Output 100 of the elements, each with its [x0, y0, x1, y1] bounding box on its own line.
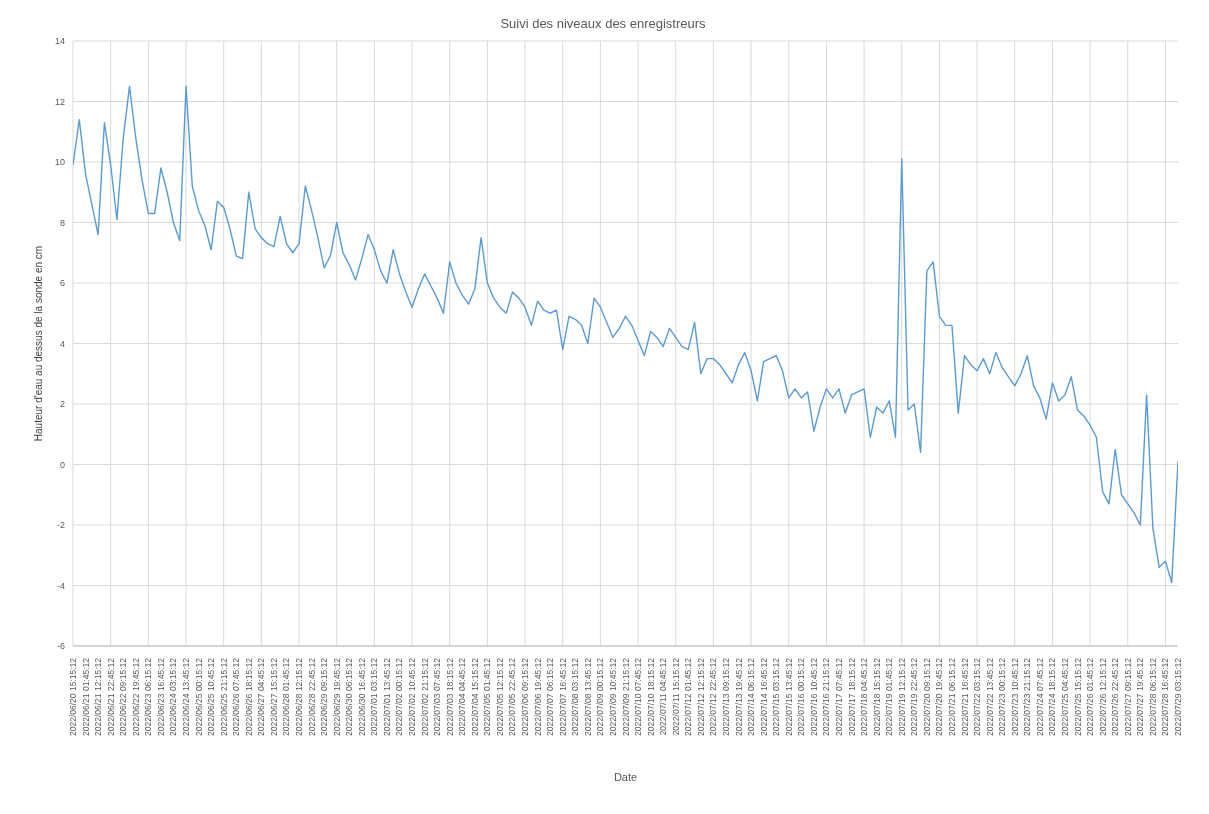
x-tick-label: 2022/07/24 18:15:12 — [1047, 657, 1058, 736]
x-tick-label: 2022/07/05 01:45:12 — [482, 657, 493, 736]
x-tick-label: 2022/07/14 06:15:12 — [746, 657, 757, 736]
x-tick-label: 2022/07/02 00:15:12 — [394, 657, 405, 736]
x-tick-label: 2022/07/26 01:45:12 — [1085, 657, 1096, 736]
x-tick-label: 2022/06/21 01:45:12 — [80, 657, 91, 736]
x-tick-label: 2022/06/24 13:45:12 — [181, 657, 192, 736]
x-tick-label: 2022/07/06 19:45:12 — [532, 657, 543, 736]
y-tick-label: 2 — [59, 399, 65, 410]
x-tick-label: 2022/07/22 13:45:12 — [984, 657, 995, 736]
x-tick-label: 2022/07/27 19:45:12 — [1135, 657, 1146, 736]
x-tick-label: 2022/06/26 07:45:12 — [231, 657, 242, 736]
y-tick-label: -2 — [56, 520, 65, 531]
x-tick-label: 2022/06/25 10:45:12 — [206, 657, 217, 736]
y-tick-label: 14 — [54, 36, 65, 47]
x-tick-label: 2022/07/23 10:45:12 — [1009, 657, 1020, 736]
x-tick-label: 2022/06/27 15:15:12 — [268, 657, 279, 736]
x-tick-label: 2022/06/26 18:15:12 — [243, 657, 254, 736]
x-tick-label: 2022/06/30 06:15:12 — [344, 657, 355, 736]
x-tick-label: 2022/07/19 22:45:12 — [909, 657, 920, 736]
x-tick-label: 2022/07/09 00:15:12 — [595, 657, 606, 736]
x-tick-label: 2022/07/20 19:45:12 — [934, 657, 945, 736]
y-tick-label: -6 — [56, 641, 65, 652]
x-tick-label: 2022/06/28 01:45:12 — [281, 657, 292, 736]
x-tick-label: 2022/06/28 12:15:12 — [294, 657, 305, 736]
x-tick-label: 2022/07/07 06:15:12 — [545, 657, 556, 736]
x-tick-label: 2022/07/01 13:45:12 — [381, 657, 392, 736]
x-tick-label: 2022/07/16 10:45:12 — [808, 657, 819, 736]
x-tick-label: 2022/07/25 15:15:12 — [1072, 657, 1083, 736]
x-tick-label: 2022/06/23 16:45:12 — [155, 657, 166, 736]
y-tick-label: -4 — [56, 580, 65, 591]
x-tick-label: 2022/07/22 03:15:12 — [972, 657, 983, 736]
x-tick-label: 2022/07/15 03:15:12 — [771, 657, 782, 736]
x-tick-label: 2022/07/12 01:45:12 — [683, 657, 694, 736]
x-tick-label: 2022/07/04 15:15:12 — [469, 657, 480, 736]
x-tick-label: 2022/07/21 16:45:12 — [959, 657, 970, 736]
x-tick-label: 2022/07/09 21:15:12 — [620, 657, 631, 736]
x-tick-label: 2022/07/19 01:45:12 — [884, 657, 895, 736]
x-tick-label: 2022/07/13 19:45:12 — [733, 657, 744, 736]
x-tick-label: 2022/07/05 22:45:12 — [507, 657, 518, 736]
x-tick-label: 2022/07/16 00:15:12 — [796, 657, 807, 736]
x-tick-label: 2022/07/18 15:15:12 — [871, 657, 882, 736]
x-tick-label: 2022/07/26 22:45:12 — [1110, 657, 1121, 736]
x-tick-label: 2022/06/28 22:45:12 — [306, 657, 317, 736]
y-axis-title: Hauteur d'eau au dessus de la sonde en cm — [32, 245, 44, 442]
x-tick-label: 2022/06/22 19:45:12 — [130, 657, 141, 736]
line-series — [73, 85, 1178, 584]
y-tick-label: 8 — [59, 217, 65, 228]
x-tick-label: 2022/06/21 12:15:12 — [93, 657, 104, 736]
x-tick-label: 2022/06/29 09:15:12 — [319, 657, 330, 736]
x-tick-label: 2022/07/26 12:15:12 — [1097, 657, 1108, 736]
x-tick-label: 2022/06/25 21:15:12 — [218, 657, 229, 736]
x-tick-label: 2022/07/01 03:15:12 — [369, 657, 380, 736]
x-tick-label: 2022/07/09 10:45:12 — [607, 657, 618, 736]
x-tick-label: 2022/07/25 04:45:12 — [1059, 657, 1070, 736]
x-tick-label: 2022/07/16 21:15:12 — [821, 657, 832, 736]
x-tick-label: 2022/07/02 10:45:12 — [407, 657, 418, 736]
x-tick-label: 2022/07/17 18:15:12 — [846, 657, 857, 736]
x-tick-label: 2022/07/07 16:45:12 — [557, 657, 568, 736]
x-tick-label: 2022/07/15 13:45:12 — [783, 657, 794, 736]
x-tick-label: 2022/07/18 04:45:12 — [859, 657, 870, 736]
y-tick-label: 6 — [59, 278, 65, 289]
x-tick-label: 2022/07/10 07:45:12 — [633, 657, 644, 736]
x-tick-label: 2022/07/27 09:15:12 — [1122, 657, 1133, 736]
x-tick-label: 2022/07/21 06:15:12 — [946, 657, 957, 736]
x-tick-label: 2022/07/02 21:15:12 — [419, 657, 430, 736]
x-tick-label: 2022/06/29 19:45:12 — [331, 657, 342, 736]
x-tick-label: 2022/07/12 12:15:12 — [695, 657, 706, 736]
x-tick-label: 2022/07/13 09:15:12 — [720, 657, 731, 736]
x-tick-label: 2022/07/08 03:15:12 — [570, 657, 581, 736]
x-tick-label: 2022/07/23 21:15:12 — [1022, 657, 1033, 736]
x-tick-label: 2022/07/28 06:15:12 — [1147, 657, 1158, 736]
y-tick-label: 4 — [59, 338, 65, 349]
x-tick-label: 2022/07/14 16:45:12 — [758, 657, 769, 736]
x-tick-label: 2022/07/29 03:15:12 — [1173, 657, 1183, 736]
x-tick-label: 2022/07/12 22:45:12 — [708, 657, 719, 736]
y-tick-label: 12 — [54, 96, 65, 107]
x-tick-label: 2022/06/21 22:45:12 — [105, 657, 116, 736]
x-tick-label: 2022/07/19 12:15:12 — [896, 657, 907, 736]
y-tick-label: 0 — [59, 459, 65, 470]
chart-title: Suivi des niveaux des enregistreurs — [499, 15, 707, 31]
x-tick-label: 2022/07/28 16:45:12 — [1160, 657, 1171, 736]
x-tick-label: 2022/07/04 04:45:12 — [457, 657, 468, 736]
x-tick-label: 2022/06/27 04:45:12 — [256, 657, 267, 736]
x-tick-label: 2022/06/23 06:15:12 — [143, 657, 154, 736]
x-tick-label: 2022/06/25 00:15:12 — [193, 657, 204, 736]
x-tick-label: 2022/07/08 13:45:12 — [582, 657, 593, 736]
x-tick-label: 2022/07/24 07:45:12 — [1034, 657, 1045, 736]
x-tick-label: 2022/06/30 16:45:12 — [356, 657, 367, 736]
x-tick-label: 2022/07/06 09:15:12 — [520, 657, 531, 736]
x-tick-label: 2022/07/20 09:15:12 — [921, 657, 932, 736]
x-tick-label: 2022/07/03 07:45:12 — [432, 657, 443, 736]
x-tick-label: 2022/07/11 15:15:12 — [670, 657, 681, 736]
x-axis-title: Date — [613, 771, 638, 783]
y-tick-label: 10 — [54, 157, 65, 168]
x-tick-label: 2022/06/24 03:15:12 — [168, 657, 179, 736]
x-tick-label: 2022/07/03 18:15:12 — [444, 657, 455, 736]
x-tick-label: 2022/07/23 00:15:12 — [997, 657, 1008, 736]
x-tick-label: 2022/06/20 15:15:12 — [68, 657, 78, 736]
x-tick-label: 2022/07/11 04:45:12 — [658, 657, 669, 736]
